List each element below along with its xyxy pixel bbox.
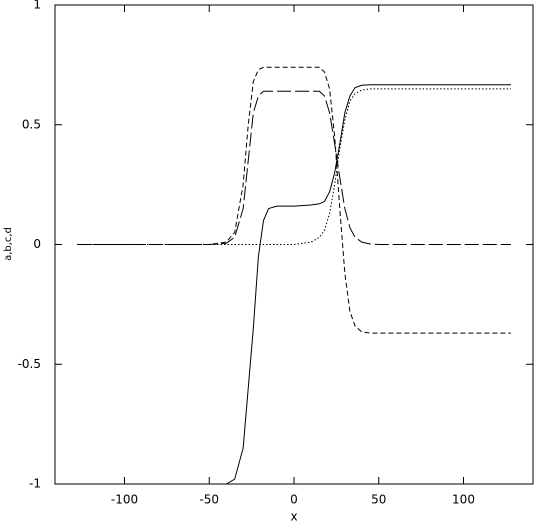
y-tick-label: 0	[33, 237, 41, 251]
y-tick-label: -0.5	[18, 357, 41, 371]
series-line	[77, 84, 511, 485]
y-tick-label: -1	[29, 477, 41, 491]
series-line	[77, 66, 511, 334]
x-tick-label: 0	[290, 493, 298, 507]
x-axis-label: x	[290, 510, 297, 524]
series-line	[77, 90, 511, 245]
y-axis-label: a,b,c,d	[3, 227, 14, 261]
x-tick-label: -100	[111, 493, 138, 507]
x-tick-label: -50	[199, 493, 219, 507]
y-tick-label: 0.5	[22, 117, 41, 131]
y-tick-label: 1	[33, 0, 41, 12]
x-tick-label: 50	[371, 493, 386, 507]
series-line	[77, 88, 511, 245]
x-tick-label: 100	[452, 493, 475, 507]
